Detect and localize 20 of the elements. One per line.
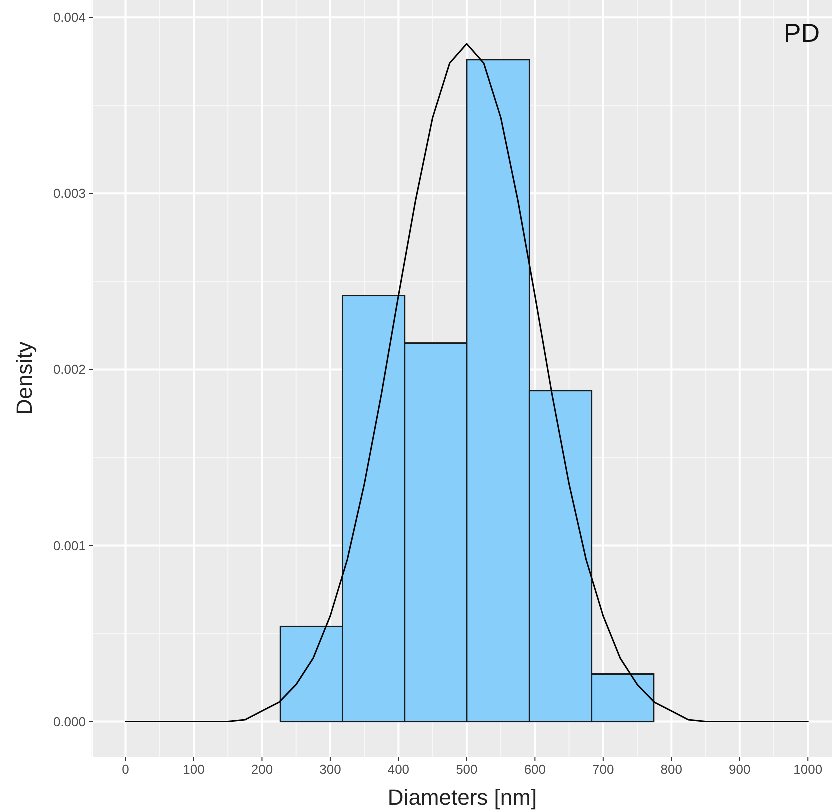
- x-tick-label: 600: [524, 762, 546, 777]
- y-tick-label: 0.000: [53, 714, 86, 730]
- x-tick-label: 300: [320, 762, 342, 777]
- y-tick-label: 0.001: [53, 538, 86, 554]
- y-tick-label: 0.002: [53, 362, 86, 378]
- y-tick-label: 0.004: [53, 10, 86, 26]
- annotation: PD: [784, 18, 820, 48]
- y-tick-label: 0.003: [53, 186, 86, 202]
- x-tick-label: 900: [729, 762, 751, 777]
- x-tick-label: 400: [388, 762, 410, 777]
- y-axis-title: Density: [12, 342, 37, 416]
- x-axis-title: Diameters [nm]: [388, 785, 538, 810]
- line-series: [125, 43, 809, 723]
- x-tick-label: 1000: [794, 762, 823, 777]
- x-tick-label: 0: [122, 762, 130, 777]
- x-tick-label: 500: [456, 762, 478, 777]
- x-tick-label: 200: [251, 762, 274, 777]
- x-tick-label: 700: [592, 762, 614, 777]
- x-tick-label: 800: [660, 762, 682, 777]
- x-tick-label: 100: [183, 762, 205, 777]
